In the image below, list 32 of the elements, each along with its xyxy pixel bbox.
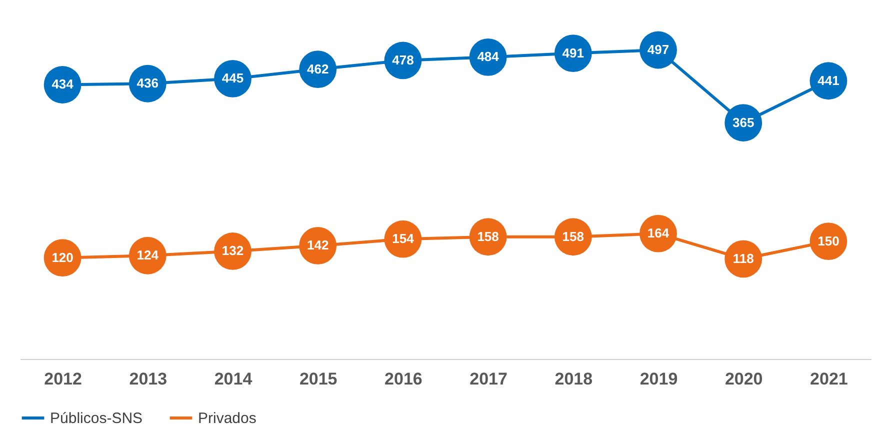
data-label: 436	[136, 76, 158, 91]
data-label: 497	[647, 42, 670, 57]
data-label: 164	[647, 226, 670, 241]
data-label: 434	[52, 76, 74, 92]
data-label: 124	[136, 248, 160, 263]
x-tick-label: 2018	[554, 370, 593, 388]
data-label: 154	[392, 231, 415, 246]
x-tick-label: 2012	[44, 370, 82, 388]
data-label: 441	[818, 72, 840, 88]
x-tick-label: 2013	[129, 370, 168, 388]
x-tick-label: 2014	[214, 370, 253, 388]
data-label: 118	[732, 250, 754, 266]
data-label: 365	[732, 114, 754, 130]
data-label: 142	[307, 238, 329, 253]
data-label: 158	[562, 228, 584, 244]
data-label: 484	[477, 49, 500, 64]
data-label: 158	[477, 228, 499, 244]
data-label: 150	[818, 233, 840, 248]
data-label: 478	[392, 52, 414, 68]
data-label: 491	[562, 45, 584, 60]
data-label: 132	[222, 243, 244, 258]
x-tick-label: 2021	[810, 370, 848, 388]
x-tick-label: 2020	[724, 370, 763, 388]
data-label: 120	[52, 250, 74, 265]
x-tick-label: 2016	[384, 370, 422, 388]
x-tick-label: 2019	[640, 370, 678, 388]
legend-label: Privados	[198, 410, 256, 427]
data-label: 445	[222, 70, 244, 86]
x-tick-label: 2015	[299, 370, 338, 388]
data-label: 462	[307, 61, 329, 76]
x-tick-label: 2017	[470, 370, 508, 388]
legend-label: Públicos-SNS	[50, 410, 143, 427]
